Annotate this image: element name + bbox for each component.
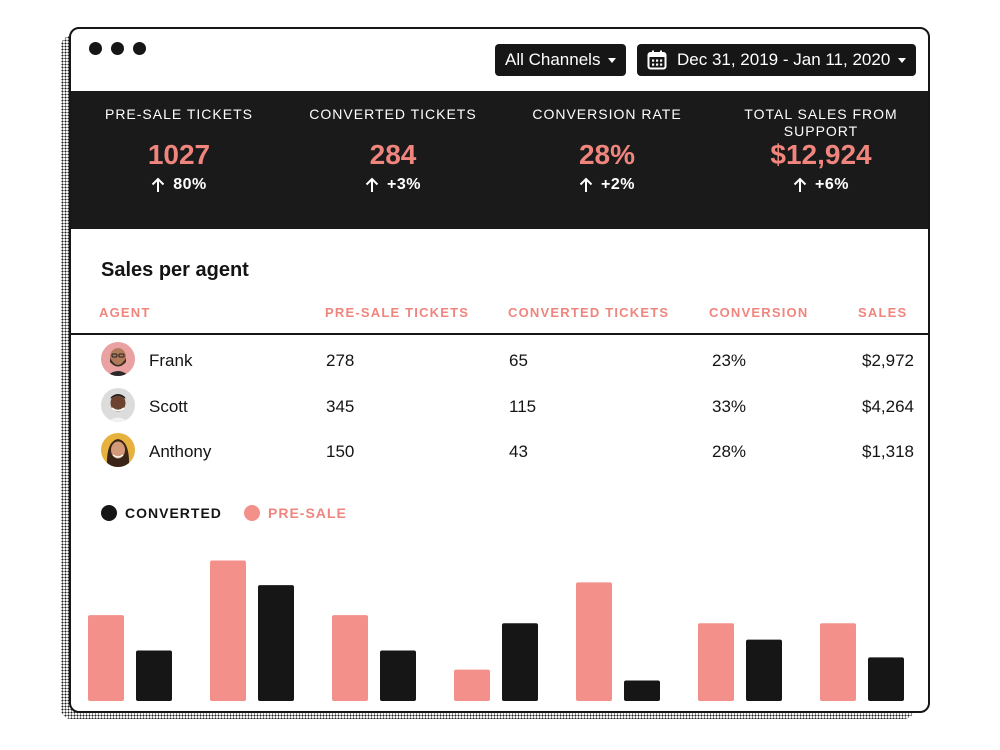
channel-dropdown[interactable]: All Channels (495, 44, 626, 76)
bar-converted-2[interactable] (258, 585, 294, 701)
avatar-scott-image (101, 388, 135, 422)
bar-converted-4[interactable] (502, 623, 538, 701)
dashboard-window: All Channels Dec 31, 2019 - Jan 11, 2020… (69, 27, 930, 713)
presale-cell: 278 (326, 351, 355, 370)
kpi-change-value: +2% (601, 176, 635, 193)
sales-cell: $2,972 (862, 351, 914, 370)
date-range-label: Dec 31, 2019 - Jan 11, 2020 (677, 50, 891, 69)
presale-cell: 150 (326, 442, 355, 461)
table-header-divider (71, 333, 928, 335)
sales-cell: $4,264 (862, 397, 914, 416)
conversion-cell: 28% (712, 442, 747, 461)
kpi-label: TOTAL SALES FROM SUPPORT (744, 106, 898, 139)
window-controls (89, 42, 146, 55)
legend-swatch-presale (244, 505, 260, 521)
kpi-label: PRE-SALE TICKETS (104, 106, 253, 122)
kpi-value: 284 (369, 139, 417, 170)
avatar (101, 433, 135, 467)
bar-converted-7[interactable] (868, 657, 904, 701)
channel-dropdown-label: All Channels (505, 50, 601, 69)
legend-label: PRE-SALE (268, 505, 347, 521)
kpi-change: 80% (74, 176, 284, 194)
converted-cell: 65 (509, 351, 528, 370)
kpi-presale-tickets: PRE-SALE TICKETS 1027 80% (74, 106, 284, 194)
agent-name: Scott (149, 397, 188, 416)
kpi-value: $12,924 (770, 139, 872, 170)
kpi-band: PRE-SALE TICKETS 1027 80% CONVERTED TICK… (71, 91, 928, 229)
kpi-label: CONVERSION RATE (532, 106, 682, 122)
converted-cell: 43 (509, 442, 528, 461)
kpi-change-value: 80% (173, 176, 207, 193)
column-header-conversion[interactable]: CONVERSION (709, 305, 809, 320)
calendar-icon (647, 50, 667, 70)
bar-pre-sale-6[interactable] (698, 623, 734, 701)
bar-pre-sale-4[interactable] (454, 669, 490, 701)
arrow-up-icon (152, 177, 165, 192)
bar-converted-3[interactable] (380, 650, 416, 701)
column-header-presale[interactable]: PRE-SALE TICKETS (325, 305, 470, 320)
kpi-label: CONVERTED TICKETS (309, 106, 477, 122)
conversion-cell: 23% (712, 351, 747, 370)
date-range-dropdown[interactable]: Dec 31, 2019 - Jan 11, 2020 (637, 44, 916, 76)
legend-converted[interactable]: CONVERTED (101, 505, 222, 521)
table-row[interactable]: Frank 278 65 23% $2,972 (71, 340, 928, 380)
bar-converted-5[interactable] (624, 680, 660, 701)
kpi-change-value: +6% (815, 176, 849, 193)
kpi-change: +6% (716, 176, 926, 194)
bar-pre-sale-1[interactable] (88, 615, 124, 701)
conversion-cell: 33% (712, 397, 747, 416)
bar-pre-sale-3[interactable] (332, 615, 368, 701)
bar-converted-1[interactable] (136, 650, 172, 701)
presale-cell: 345 (326, 397, 355, 416)
arrow-up-icon (365, 177, 379, 192)
caret-down-icon (898, 57, 906, 63)
kpi-change: +3% (288, 176, 498, 194)
column-header-agent[interactable]: AGENT (99, 305, 151, 320)
agent-name: Frank (149, 351, 193, 370)
avatar-anthony-image (101, 433, 135, 467)
agent-name: Anthony (149, 442, 212, 461)
caret-down-icon (608, 57, 616, 63)
column-header-sales[interactable]: SALES (858, 305, 908, 320)
table-row[interactable]: Scott 345 115 33% $4,264 (71, 386, 928, 426)
sales-cell: $1,318 (862, 442, 914, 461)
kpi-total-sales: TOTAL SALES FROM SUPPORT $12,924 +6% (716, 106, 926, 194)
avatar (101, 342, 135, 376)
kpi-converted-tickets: CONVERTED TICKETS 284 +3% (288, 106, 498, 194)
legend-presale[interactable]: PRE-SALE (244, 505, 347, 521)
arrow-up-icon (579, 177, 593, 192)
avatar-frank-image (101, 342, 135, 376)
bar-converted-6[interactable] (746, 639, 782, 701)
window-dot-close[interactable] (89, 42, 102, 55)
bar-pre-sale-7[interactable] (820, 623, 856, 701)
table-row[interactable]: Anthony 150 43 28% $1,318 (71, 431, 928, 471)
section-title: Sales per agent (101, 259, 249, 281)
window-dot-minimize[interactable] (111, 42, 124, 55)
bar-pre-sale-5[interactable] (576, 582, 612, 701)
kpi-conversion-rate: CONVERSION RATE 28% +2% (502, 106, 712, 194)
window-dot-maximize[interactable] (133, 42, 146, 55)
avatar (101, 388, 135, 422)
converted-cell: 115 (509, 397, 537, 416)
kpi-value: 1027 (147, 139, 211, 170)
legend-swatch-converted (101, 505, 117, 521)
arrow-up-icon (793, 177, 807, 192)
column-header-converted[interactable]: CONVERTED TICKETS (508, 305, 670, 320)
kpi-change-value: +3% (387, 176, 421, 193)
legend-label: CONVERTED (125, 505, 222, 521)
kpi-change: +2% (502, 176, 712, 194)
kpi-value: 28% (578, 139, 636, 170)
sales-bar-chart (88, 560, 904, 701)
bar-pre-sale-2[interactable] (210, 560, 246, 701)
